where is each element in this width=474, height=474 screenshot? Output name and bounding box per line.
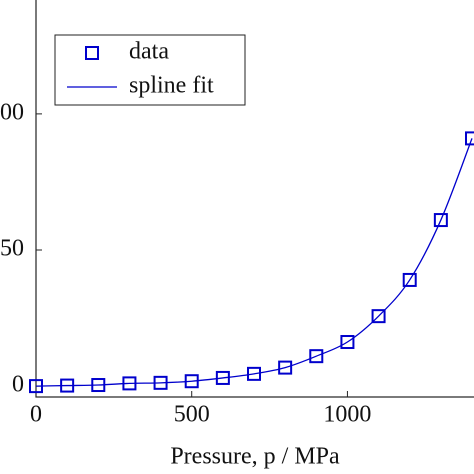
- data-marker: [465, 131, 474, 146]
- legend-marker: [85, 46, 99, 60]
- x-axis-label: Pressure, p / MPa: [170, 444, 340, 470]
- spline-line: [35, 138, 473, 387]
- y-tick-label: 100: [0, 99, 24, 125]
- y-tick-label: 0: [12, 372, 24, 398]
- data-marker: [278, 360, 293, 375]
- data-marker: [247, 366, 261, 381]
- data-marker: [309, 349, 324, 364]
- data-marker: [402, 272, 417, 287]
- x-tick-label: 500: [174, 402, 210, 428]
- data-marker: [215, 370, 230, 385]
- x-tick-label: 0: [30, 402, 42, 428]
- x-tick-label: 1000: [323, 402, 371, 428]
- data-marker: [340, 335, 355, 350]
- legend-label: data: [129, 39, 169, 65]
- data-marker: [433, 213, 448, 228]
- plot-frame: [35, 0, 474, 398]
- legend-label: spline fit: [129, 73, 214, 99]
- y-tick-label: 50: [0, 236, 24, 262]
- data-marker: [371, 309, 386, 324]
